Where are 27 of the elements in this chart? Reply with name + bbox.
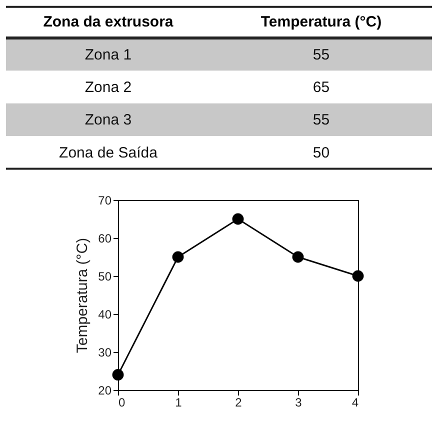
y-tick-label: 30: [98, 346, 112, 360]
data-label: 55: [312, 46, 330, 64]
category-label: Zona 3: [84, 112, 132, 129]
x-tick-label: 0: [118, 396, 126, 410]
point: [232, 213, 244, 225]
y-tick-label: 60: [98, 232, 112, 246]
y-tick-label: 20: [98, 384, 112, 398]
point: [172, 251, 184, 263]
y-tick-label: 40: [98, 308, 112, 322]
text: Zona da extrusora: [43, 14, 174, 31]
point: [352, 270, 364, 282]
x-tick-label: 3: [295, 396, 302, 410]
category-label: Zona de Saída: [59, 144, 158, 162]
y-axis-title: Temperatura (°C): [74, 238, 92, 354]
category-label: Zona 1: [84, 46, 132, 64]
category-label: Zona 2: [84, 79, 132, 96]
y-tick-label: 50: [98, 270, 112, 284]
point: [112, 369, 124, 381]
x-tick-label: 1: [175, 396, 182, 410]
data-label: 50: [312, 144, 330, 162]
x-tick-label: 2: [235, 396, 242, 410]
point: [292, 251, 304, 263]
x-tick-label: 4: [352, 396, 359, 410]
y-tick-label: 70: [98, 194, 112, 208]
data-label: 65: [312, 79, 330, 96]
text: Temperatura (°C): [260, 14, 382, 31]
data-label: 55: [312, 112, 330, 129]
